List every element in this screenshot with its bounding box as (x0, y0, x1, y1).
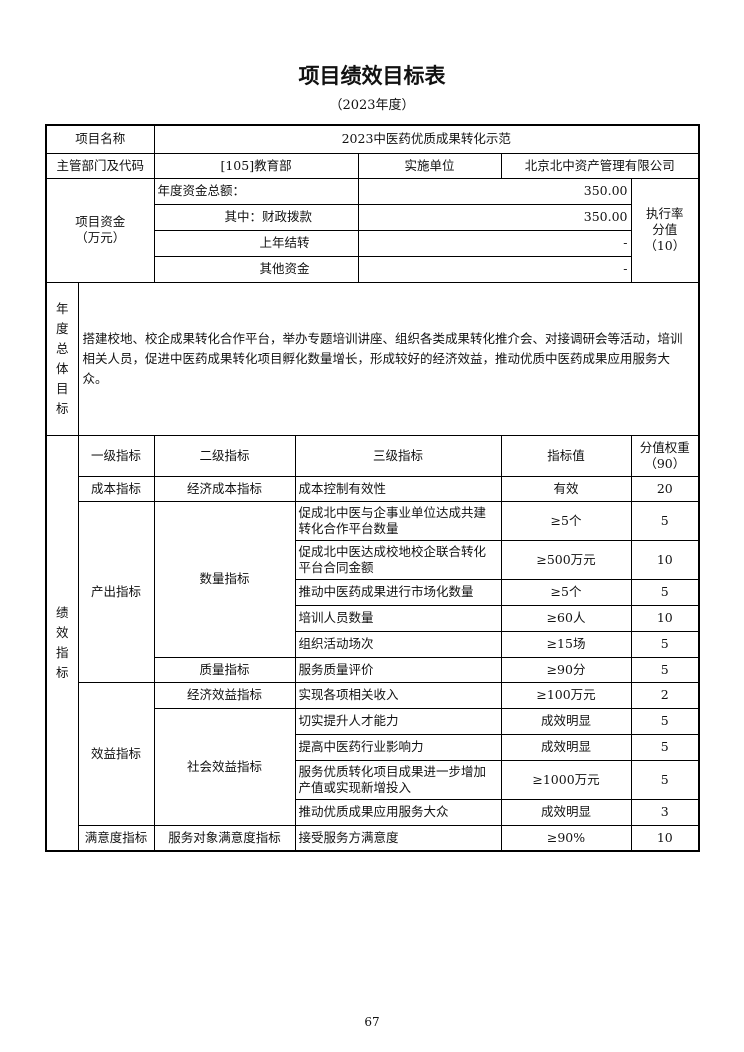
indicators-label: 绩效指标 (45, 434, 79, 851)
l2-cell: 服务对象满意度指标 (153, 824, 296, 851)
l2-cell: 质量指标 (153, 656, 296, 683)
weight-cell: 5 (630, 578, 700, 606)
weight-cell: 3 (630, 798, 700, 826)
project-name: 2023中医药优质成果转化示范 (153, 124, 700, 154)
l3-cell: 服务质量评价 (294, 656, 502, 683)
l3-cell: 实现各项相关收入 (294, 681, 502, 709)
l3-cell: 促成北中医达成校地校企联合转化平台合同金额 (294, 539, 502, 580)
l3-cell: 切实提升人才能力 (294, 707, 502, 735)
table-row: 推动优质成果应用服务大众 成效明显 3 (46, 798, 700, 826)
table-row: 产出指标 数量指标 促成北中医与企事业单位达成共建转化合作平台数量 ≥5个 5 (46, 500, 700, 683)
value-cell: 成效明显 (500, 707, 632, 735)
l3-cell: 促成北中医与企事业单位达成共建转化合作平台数量 (294, 500, 502, 541)
table-row: 培训人员数量 ≥60人 10 (46, 604, 700, 632)
l1-cell: 成本指标 (77, 475, 155, 502)
l3-cell: 组织活动场次 (294, 630, 502, 658)
weight-cell: 10 (630, 539, 700, 580)
weight-cell: 5 (630, 759, 700, 800)
weight-cell: 10 (630, 604, 700, 632)
weight-cell: 5 (630, 707, 700, 735)
goal-label: 年度总体目标 (45, 281, 79, 436)
value-cell: ≥90% (500, 824, 632, 851)
l1-cell: 产出指标 (77, 500, 155, 683)
value-cell: ≥500万元 (500, 539, 632, 580)
value-cell: ≥90分 (500, 656, 632, 683)
funds-fiscal-label: 其中：财政拨款 (153, 203, 359, 231)
l1-cell: 效益指标 (77, 681, 155, 826)
table-row: 成本指标 经济成本指标 成本控制有效性 有效 20 (46, 475, 700, 502)
header-l3: 三级指标 (294, 434, 502, 477)
goal-text: 搭建校地、校企成果转化合作平台，举办专题培训讲座、组织各类成果转化推介会、对接调… (77, 281, 700, 436)
value-cell: ≥5个 (500, 500, 632, 541)
funds-total-label: 年度资金总额： (153, 177, 359, 205)
weight-cell: 2 (630, 681, 700, 709)
performance-table: 项目名称 2023中医药优质成果转化示范 主管部门及代码 [105]教育部 实施单位北… (45, 124, 701, 852)
table-row: 组织活动场次 ≥15场 5 (46, 630, 700, 658)
funds-other: - (357, 255, 632, 283)
l3-cell: 接受服务方满意度 (294, 824, 502, 851)
weight-cell: 10 (630, 824, 700, 851)
value-cell: ≥100万元 (500, 681, 632, 709)
l2-cell: 数量指标 (153, 500, 296, 658)
l2-cell: 经济效益指标 (153, 681, 296, 709)
weight-cell: 5 (630, 733, 700, 761)
header-l1: 一级指标 (77, 434, 155, 477)
value-cell: 有效 (500, 475, 632, 502)
value-cell: 成效明显 (500, 798, 632, 826)
l3-cell: 成本控制有效性 (294, 475, 502, 502)
page-subtitle: （2023年度） (329, 98, 415, 113)
l3-cell: 推动中医药成果进行市场化数量 (294, 578, 502, 606)
l1-cell: 满意度指标 (77, 824, 155, 851)
unit: 北京北中资产管理有限公司 (500, 152, 700, 179)
weight-cell: 5 (630, 500, 700, 541)
funds-carry: - (357, 229, 632, 257)
funds-label: 项目资金 （万元） (45, 177, 155, 283)
exec-score: 执行率分值 （10） (630, 177, 700, 283)
l3-cell: 提高中医药行业影响力 (294, 733, 502, 761)
l3-cell: 服务优质转化项目成果进一步增加产值或实现新增投入 (294, 759, 502, 800)
header-weight: 分值权重（90） (630, 434, 700, 477)
funds-carry-label: 上年结转 (153, 229, 359, 257)
page-number: 67 (364, 1015, 380, 1029)
table-row: 质量指标 服务质量评价 ≥90分 5 (46, 656, 700, 683)
funds-other-label: 其他资金 (153, 255, 359, 283)
header-l2: 二级指标 (153, 434, 296, 477)
page-title: 项目绩效目标表 (298, 64, 446, 88)
l3-cell: 培训人员数量 (294, 604, 502, 632)
value-cell: ≥1000万元 (500, 759, 632, 800)
value-cell: ≥5个 (500, 578, 632, 606)
weight-cell: 5 (630, 630, 700, 658)
dept-label: 主管部门及代码 (45, 152, 155, 179)
l3-cell: 推动优质成果应用服务大众 (294, 798, 502, 826)
table-row: 效益指标 经济效益指标 实现各项相关收入 ≥100万元 2 (46, 681, 700, 826)
table-row: 满意度指标 服务对象满意度指标 接受服务方满意度 ≥90% 10 (46, 824, 700, 851)
weight-cell: 5 (630, 656, 700, 683)
l2-cell: 社会效益指标 (153, 707, 296, 826)
table-row: 推动中医药成果进行市场化数量 ≥5个 5 (46, 578, 700, 606)
value-cell: 成效明显 (500, 733, 632, 761)
unit-label: 实施单位 (357, 152, 502, 179)
dept: [105]教育部 (153, 152, 359, 179)
value-cell: ≥60人 (500, 604, 632, 632)
project-name-label: 项目名称 (45, 124, 155, 154)
weight-cell: 20 (630, 475, 700, 502)
l2-cell: 经济成本指标 (153, 475, 296, 502)
table-row: 促成北中医达成校地校企联合转化平台合同金额 ≥500万元 10 (46, 539, 700, 580)
funds-total: 350.00 (357, 177, 632, 205)
header-value: 指标值 (500, 434, 632, 477)
funds-fiscal: 350.00 (357, 203, 632, 231)
value-cell: ≥15场 (500, 630, 632, 658)
table-row: 社会效益指标 切实提升人才能力 成效明显 5 (46, 707, 700, 826)
